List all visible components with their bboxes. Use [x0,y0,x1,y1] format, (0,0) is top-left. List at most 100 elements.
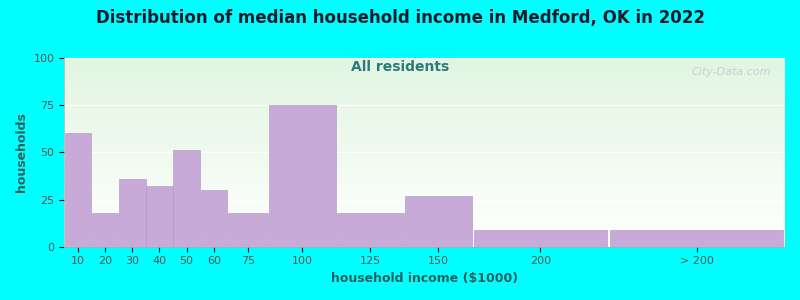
Bar [64,126,785,127]
Bar [64,124,785,125]
Bar [64,183,785,184]
Bar [64,98,785,99]
Bar [228,213,268,247]
Bar [64,182,785,183]
Bar [65,134,91,247]
Bar [64,107,785,108]
Bar [64,102,785,103]
Bar [64,81,785,82]
Bar [64,67,785,68]
Text: All residents: All residents [351,60,449,74]
Bar [64,184,785,185]
Bar [64,186,785,187]
Bar [64,226,785,227]
Bar [269,105,335,247]
Bar [64,116,785,117]
Bar [64,164,785,165]
Bar [64,216,785,217]
X-axis label: household income ($1000): household income ($1000) [331,272,518,285]
Bar [64,106,785,107]
Bar [64,123,785,124]
Bar [64,165,785,166]
Bar [337,213,403,247]
Bar [64,202,785,203]
Bar [64,82,785,83]
Bar [64,94,785,95]
Bar [64,195,785,196]
Bar [64,194,785,195]
Bar [64,63,785,64]
Bar [64,64,785,65]
Bar [64,70,785,71]
Bar [64,85,785,86]
Bar [64,213,785,214]
Bar [64,178,785,179]
Bar [64,169,785,170]
Bar [64,225,785,226]
Bar [64,88,785,89]
Bar [64,111,785,112]
Bar [64,235,785,236]
Bar [64,192,785,193]
Bar [64,61,785,62]
Bar [64,210,785,211]
Bar [64,230,785,231]
Bar [64,220,785,221]
Bar [64,134,785,135]
Bar [64,166,785,167]
Bar [64,65,785,67]
Bar [64,168,785,169]
Bar [610,230,783,247]
Bar [64,229,785,230]
Bar [64,217,785,218]
Bar [64,78,785,79]
Bar [64,203,785,204]
Bar [119,179,146,247]
Bar [64,73,785,74]
Bar [64,221,785,222]
Bar [64,228,785,229]
Bar [64,196,785,197]
Bar [64,200,785,201]
Bar [64,143,785,144]
Bar [64,141,785,142]
Bar [64,146,785,147]
Bar [64,222,785,223]
Bar [64,187,785,188]
Bar [146,186,173,247]
Bar [64,147,785,148]
Bar [64,112,785,113]
Bar [64,158,785,159]
Text: Distribution of median household income in Medford, OK in 2022: Distribution of median household income … [95,9,705,27]
Bar [64,77,785,78]
Bar [64,240,785,241]
Bar [64,138,785,139]
Bar [474,230,607,247]
Bar [64,189,785,190]
Bar [64,117,785,119]
Bar [64,133,785,134]
Bar [64,120,785,121]
Bar [64,191,785,192]
Bar [64,176,785,177]
Bar [64,75,785,76]
Bar [64,237,785,238]
Bar [64,71,785,72]
Bar [64,204,785,205]
Bar [64,236,785,237]
Bar [64,174,785,175]
Bar [64,159,785,160]
Bar [64,59,785,60]
Bar [64,242,785,243]
Bar [64,103,785,104]
Bar [64,145,785,146]
Bar [64,155,785,156]
Bar [64,201,785,202]
Bar [64,74,785,75]
Text: City-Data.com: City-Data.com [691,68,770,77]
Bar [64,188,785,189]
Bar [64,109,785,110]
Bar [64,99,785,100]
Bar [64,161,785,162]
Bar [64,76,785,77]
